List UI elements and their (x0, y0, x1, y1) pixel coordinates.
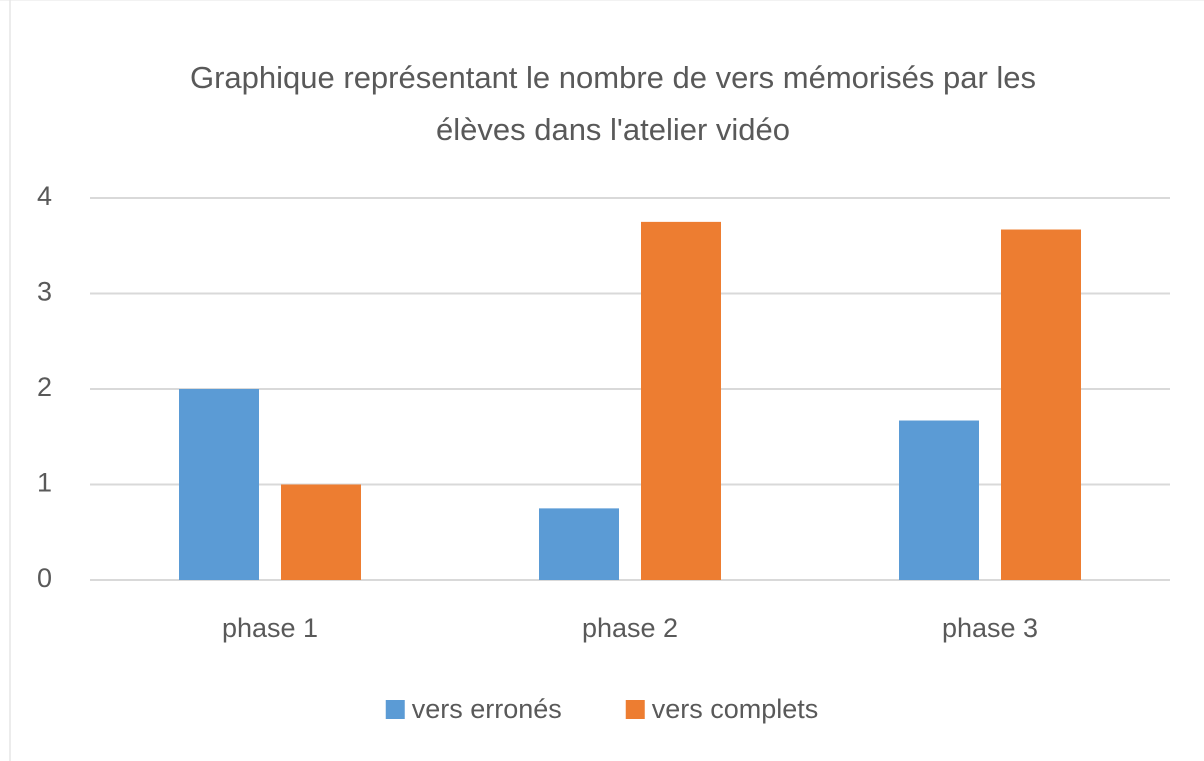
bar (1001, 229, 1081, 580)
y-tick-label: 2 (37, 372, 52, 402)
bar (899, 420, 979, 580)
x-tick-label: phase 2 (582, 613, 678, 643)
y-tick-label: 4 (37, 181, 52, 211)
legend-label: vers complets (652, 694, 819, 724)
bar (641, 221, 721, 580)
legend-swatch (625, 700, 645, 719)
y-tick-label: 1 (37, 468, 52, 498)
x-tick-label: phase 1 (222, 613, 318, 643)
legend-label: vers erronés (412, 694, 562, 724)
chart-title: Graphique représentant le nombre de vers… (189, 60, 1037, 147)
legend-swatch (385, 700, 405, 719)
bar (281, 484, 361, 580)
bar (539, 508, 619, 580)
bar (179, 389, 259, 580)
y-tick-label: 0 (37, 563, 52, 593)
x-tick-label: phase 3 (942, 613, 1038, 643)
y-tick-label: 3 (37, 277, 52, 307)
